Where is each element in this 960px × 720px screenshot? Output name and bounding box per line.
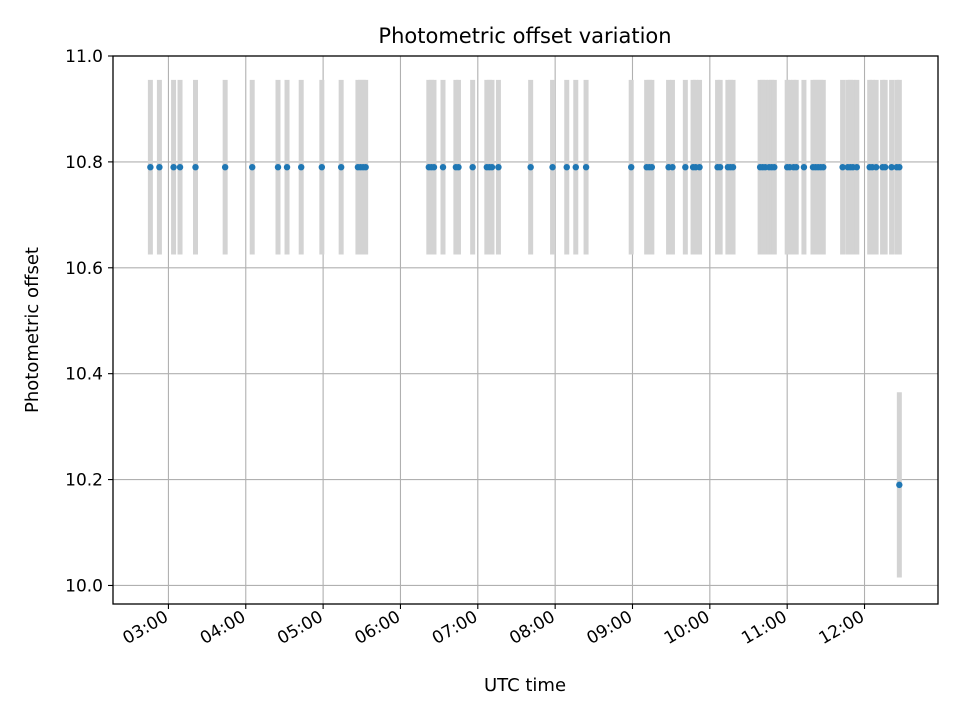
y-tick-label: 10.4 [65,365,103,385]
data-point [455,163,462,171]
data-point [839,163,846,171]
data-point [549,163,556,171]
data-point [582,163,590,171]
chart-title: Photometric offset variation [378,24,671,48]
data-point [881,163,889,171]
data-point [156,163,163,171]
x-axis-title: UTC time [484,675,566,696]
data-point [192,163,199,171]
data-point [176,163,184,171]
data-point [800,163,808,171]
data-point [249,163,256,171]
data-point [628,163,635,171]
data-point [469,163,476,171]
data-point [318,163,326,171]
data-point [527,163,534,171]
data-point [729,163,737,171]
data-point [853,163,860,171]
data-point [170,163,177,171]
data-point [896,481,903,489]
data-point [696,163,703,171]
plot-frame [112,55,939,605]
data-point [337,163,345,171]
data-point [147,163,154,171]
data-point [488,163,496,171]
y-tick-label: 10.8 [65,153,103,173]
data-point [563,163,570,171]
data-point [872,163,880,171]
data-point [896,163,903,171]
data-point [430,163,438,171]
data-point [439,163,447,171]
data-point [648,163,656,171]
y-tick-label: 10.2 [65,471,103,491]
data-point [820,163,827,171]
y-axis-title: Photometric offset [22,247,43,413]
data-point [274,163,282,171]
data-point [298,163,305,171]
y-tick-label: 11.0 [65,47,103,67]
data-point [793,163,800,171]
data-point [888,163,895,171]
data-point [771,163,778,171]
data-point [682,163,689,171]
data-point [716,163,724,171]
data-point [495,163,502,171]
data-point [221,163,229,171]
data-point [362,163,369,171]
data-point [283,163,291,171]
point-layer [147,163,903,489]
data-point [572,163,579,171]
data-point [669,163,676,171]
y-tick-label: 10.0 [65,576,103,596]
y-tick-label: 10.6 [65,259,103,279]
